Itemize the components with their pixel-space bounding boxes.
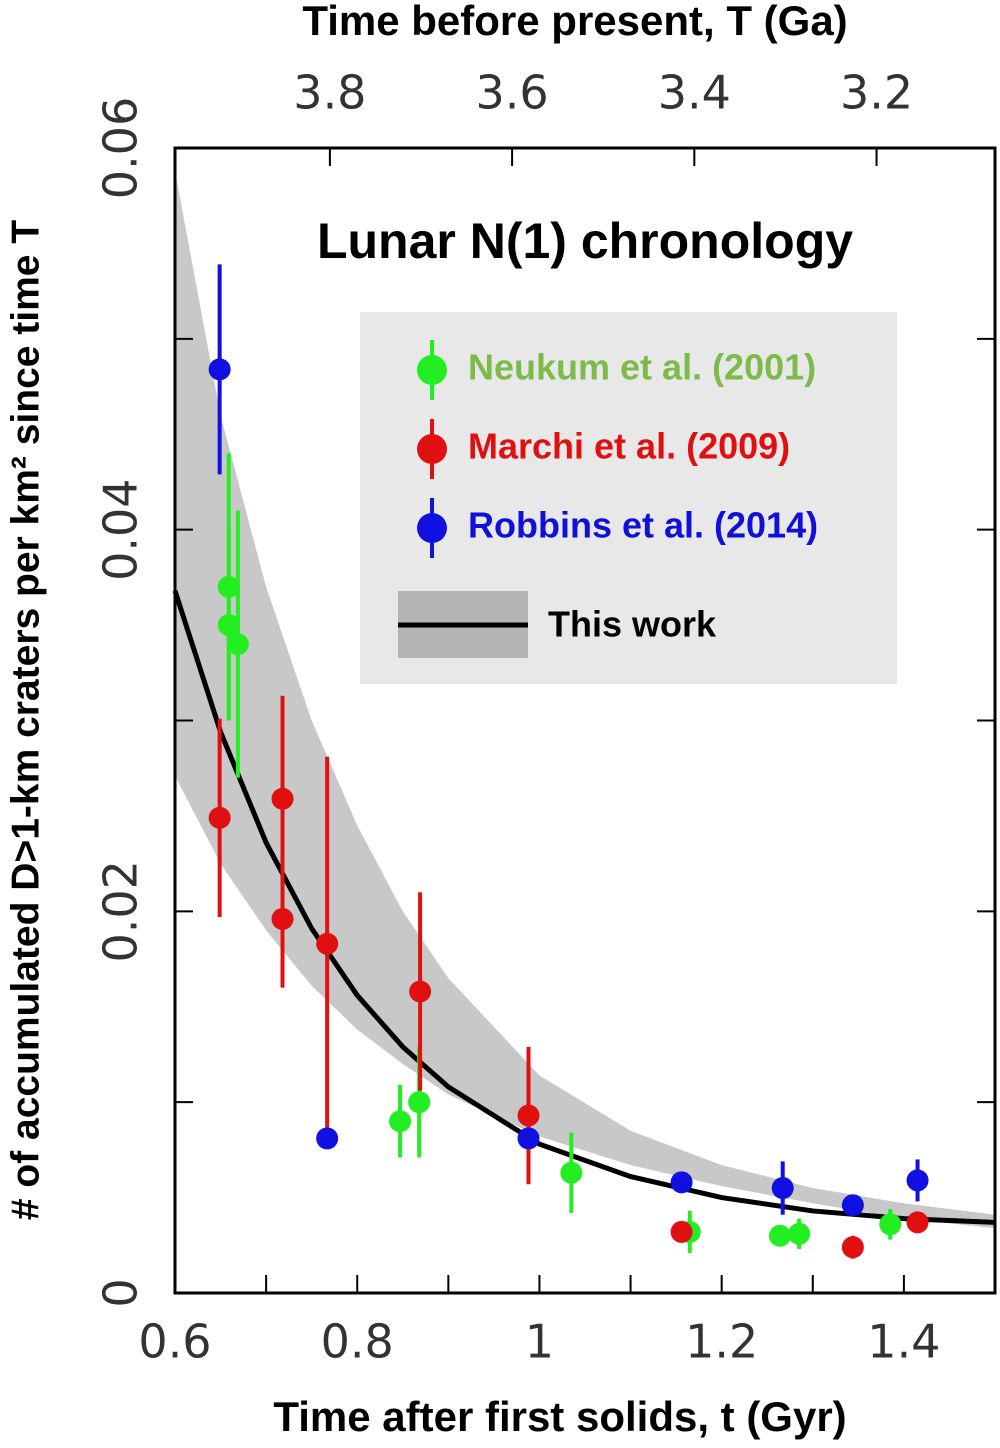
data-point [841,1236,864,1259]
series [208,695,929,1259]
legend-label: This work [548,604,717,645]
data-point [771,1177,794,1200]
data-point [788,1222,811,1245]
x-axis-label: Time after first solids, t (Gyr) [273,1393,846,1440]
x2-axis-label: Time before present, T (Ga) [302,0,847,44]
data-point [768,1224,791,1247]
data-point [409,980,432,1003]
data-point [316,932,339,955]
chart-title: Lunar N(1) chronology [317,213,853,269]
y-tick-label: 0.04 [94,478,148,580]
data-point [389,1110,412,1133]
legend: Neukum et al. (2001) Marchi et al. (2009)… [360,312,897,684]
y-tick-label: 0.02 [94,860,148,962]
plot-area [172,170,996,1229]
x2-tick-label: 3.6 [476,66,549,120]
data-point [316,1127,339,1150]
legend-label: Marchi et al. (2009) [468,426,790,467]
legend-label: Neukum et al. (2001) [468,347,816,388]
x-tick-label: 0.8 [321,1315,394,1369]
data-point [906,1169,929,1192]
data-point [517,1127,540,1150]
x-tick-label: 1.4 [867,1315,940,1369]
x2-tick-label: 3.8 [293,66,366,120]
data-point [879,1213,902,1236]
legend-label: Robbins et al. (2014) [468,505,818,546]
legend-marker [417,513,447,543]
data-point [271,907,294,930]
y-axis-label: # of accumulated D>1-km craters per km² … [4,220,47,1220]
x2-tick-label: 3.2 [840,66,913,120]
legend-marker [417,355,447,385]
data-point [560,1161,583,1184]
legend-marker [417,434,447,464]
x-tick-label: 1.2 [685,1315,758,1369]
x2-tick-label: 3.4 [658,66,731,120]
y-tick-label: 0.06 [94,97,148,199]
data-point [670,1220,693,1243]
data-point [226,633,249,656]
model-curve [172,589,996,1225]
x-tick-label: 0.6 [138,1315,211,1369]
x-tick-label: 1 [525,1315,554,1369]
data-point [517,1104,540,1127]
data-point [217,614,240,637]
data-point [208,358,231,381]
y-tick-label: 0 [94,1278,148,1307]
data-point [841,1194,864,1217]
model-band [175,170,995,1229]
data-point [670,1171,693,1194]
data-point [208,806,231,829]
data-point [271,787,294,810]
data-point [408,1091,431,1114]
data-point [906,1211,929,1234]
series [208,264,929,1217]
